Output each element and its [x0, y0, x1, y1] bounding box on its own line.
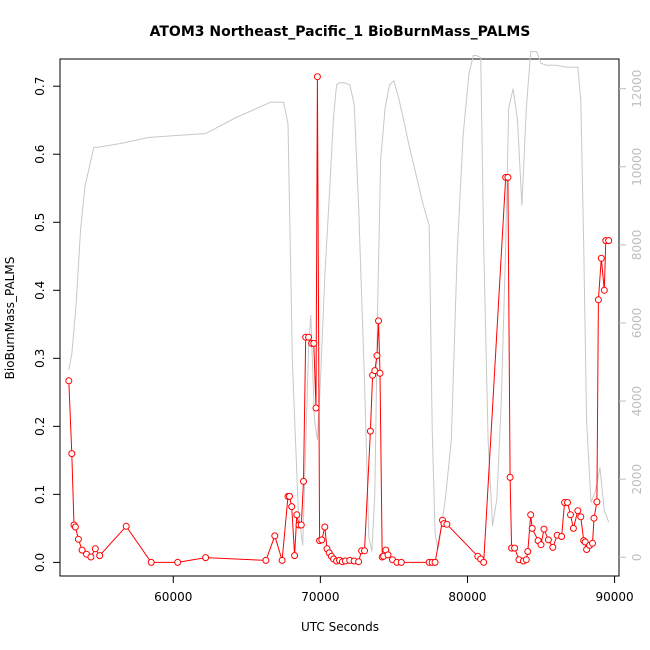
y2-tick-label: 0 [630, 553, 644, 561]
data-point [361, 547, 368, 555]
data-point [291, 552, 299, 560]
data-point [594, 296, 602, 304]
data-point [524, 548, 532, 555]
data-point [174, 558, 182, 566]
data-point [318, 536, 326, 544]
data-point [544, 536, 552, 544]
y-tick-label: 0.6 [33, 145, 47, 164]
x-tick-label: 60000 [154, 590, 192, 604]
data-point [569, 524, 577, 532]
y-tick-label: 0.3 [33, 349, 47, 368]
y2-tick-label: 10000 [630, 148, 644, 186]
data-point [300, 477, 307, 485]
data-point [597, 254, 605, 262]
y-tick-label: 0.0 [33, 553, 47, 572]
data-point [540, 525, 548, 533]
data-point [313, 73, 321, 81]
y2-tick-label: 12000 [630, 70, 644, 108]
data-point [312, 404, 320, 412]
data-point [504, 173, 512, 181]
data-point [71, 523, 79, 531]
y2-tick-label: 4000 [630, 386, 644, 417]
data-point [262, 556, 270, 564]
y-tick-label: 0.4 [33, 281, 47, 300]
data-point [65, 377, 73, 385]
data-point [278, 556, 286, 564]
data-point [202, 554, 210, 562]
data-point [506, 473, 514, 481]
plot-frame [59, 58, 620, 577]
data-point [271, 532, 279, 540]
data-point [321, 523, 329, 531]
y2-tick-label: 6000 [630, 308, 644, 339]
data-point [87, 553, 95, 561]
x-axis-label: UTC Seconds [301, 620, 379, 634]
data-point [366, 427, 374, 435]
data-point [511, 544, 519, 552]
data-point [574, 507, 582, 515]
data-point [480, 558, 488, 566]
y-tick-label: 0.1 [33, 485, 47, 504]
x-tick-label: 70000 [301, 590, 339, 604]
data-point [74, 535, 82, 543]
data-point [373, 352, 381, 360]
data-point [443, 520, 451, 528]
data-point [147, 558, 155, 566]
data-point [431, 558, 439, 566]
y-axis-label: BioBurnMass_PALMS [3, 257, 17, 380]
data-point [397, 558, 405, 566]
secondary-series [68, 51, 610, 552]
data-point [355, 558, 363, 566]
data-point [567, 511, 574, 519]
data-point [593, 498, 601, 506]
y2-tick-label: 8000 [630, 230, 644, 261]
data-point [589, 539, 596, 547]
data-point [564, 499, 571, 506]
data-point [600, 286, 608, 294]
data-point [297, 521, 305, 529]
y-tick-label: 0.7 [33, 77, 47, 96]
data-point [310, 339, 318, 347]
data-point [286, 492, 293, 500]
data-point [375, 317, 382, 325]
data-point [293, 511, 301, 519]
x-tick-label: 80000 [448, 590, 486, 604]
data-point [384, 551, 392, 559]
data-point [122, 522, 130, 530]
data-point [527, 511, 535, 519]
y-axis-left: 0.0 0.1 0.2 0.3 0.4 0.5 0.6 0.7 [33, 77, 60, 572]
data-point [96, 552, 104, 560]
data-point [528, 524, 536, 532]
data-point [522, 556, 530, 564]
y-tick-label: 0.5 [33, 213, 47, 232]
chart-title: ATOM3 Northeast_Pacific_1 BioBurnMass_PA… [150, 24, 531, 40]
data-point [288, 503, 296, 511]
data-point [91, 545, 99, 553]
y-axis-right: 0 2000 4000 6000 8000 10000 12000 [619, 70, 644, 561]
data-point [558, 533, 566, 540]
data-point [68, 450, 76, 458]
data-point [376, 369, 384, 377]
data-point [605, 237, 613, 245]
data-point [590, 514, 598, 522]
data-point [78, 546, 86, 554]
data-point [549, 543, 557, 551]
data-point [577, 513, 585, 521]
y2-tick-label: 2000 [630, 464, 644, 495]
y-tick-label: 0.2 [33, 417, 47, 436]
data-point [537, 541, 545, 549]
x-axis: 60000 70000 80000 90000 [154, 576, 634, 604]
x-tick-label: 90000 [595, 590, 633, 604]
secondary-series-line [68, 51, 610, 552]
primary-series [65, 73, 613, 566]
data-point [305, 333, 313, 341]
